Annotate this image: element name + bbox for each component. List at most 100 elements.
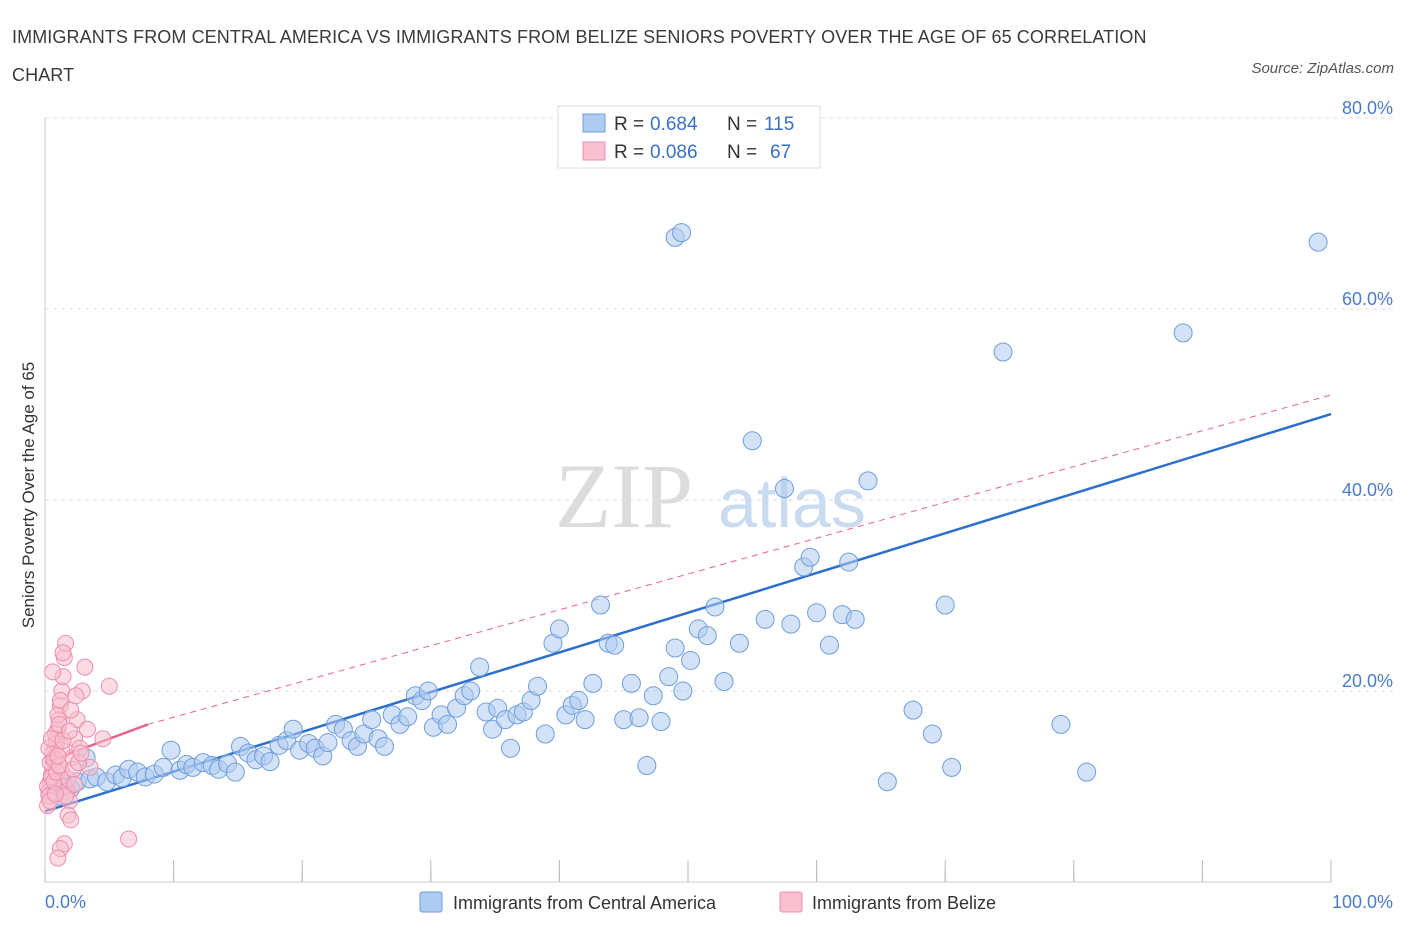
point-central-america (575, 710, 595, 730)
y-tick-label-40: 40.0% (1342, 480, 1393, 500)
point-central-america (1308, 232, 1328, 252)
point-central-america (605, 635, 625, 655)
y-tick-label-20: 20.0% (1342, 671, 1393, 691)
point-central-america (729, 633, 749, 653)
bottom-legend-label-belize: Immigrants from Belize (812, 893, 996, 913)
point-central-america (858, 471, 878, 491)
point-central-america (800, 547, 820, 567)
bottom-legend-swatch-central-america (419, 891, 443, 913)
point-central-america (697, 626, 717, 646)
point-central-america (922, 724, 942, 744)
point-belize (46, 785, 64, 803)
point-belize (120, 830, 138, 848)
point-central-america (398, 707, 418, 727)
legend-r-value-2: 0.086 (650, 142, 698, 163)
correlation-legend: R = 0.684 N = 115 R = 0.086 N = 67 (557, 105, 821, 169)
point-belize (100, 677, 118, 695)
point-central-america (528, 676, 548, 696)
legend-r-label-2: R = (614, 142, 644, 163)
point-central-america (807, 603, 827, 623)
chart-source: Source: ZipAtlas.com (1251, 60, 1394, 77)
point-central-america (583, 673, 603, 693)
point-belize (62, 701, 80, 719)
point-central-america (501, 738, 521, 758)
x-tick-label-max: 100.0% (1332, 892, 1393, 912)
point-central-america (1077, 762, 1097, 782)
point-central-america (845, 609, 865, 629)
point-central-america (418, 681, 438, 701)
trend-line-belize-extension (147, 394, 1332, 725)
point-central-america (665, 638, 685, 658)
series-legend: Immigrants from Central America Immigran… (419, 891, 996, 913)
point-central-america (535, 724, 555, 744)
point-central-america (1051, 714, 1071, 734)
legend-n-label-1: N = (727, 114, 757, 135)
point-belize (60, 722, 78, 740)
point-central-america (318, 733, 338, 753)
point-central-america (483, 719, 503, 739)
point-belize (44, 663, 62, 681)
legend-n-value-1: 115 (764, 114, 794, 135)
watermark: ZIP atlas (555, 445, 866, 547)
point-central-america (673, 681, 693, 701)
point-central-america (819, 635, 839, 655)
point-central-america (651, 712, 671, 732)
point-central-america (935, 595, 955, 615)
y-axis-tick-labels: 20.0% 40.0% 60.0% 80.0% (1342, 98, 1393, 691)
chart-title: IMMIGRANTS FROM CENTRAL AMERICA VS IMMIG… (12, 27, 1147, 85)
point-central-america (1173, 323, 1193, 343)
watermark-zip: ZIP (555, 445, 693, 547)
legend-swatch-blue (582, 113, 606, 133)
point-central-america (161, 740, 181, 760)
point-central-america (839, 552, 859, 572)
watermark-atlas: atlas (718, 464, 866, 542)
point-central-america (283, 719, 303, 739)
point-central-america (470, 657, 490, 677)
point-central-america (375, 736, 395, 756)
point-central-america (549, 619, 569, 639)
point-central-america (755, 609, 775, 629)
legend-r-value-1: 0.684 (650, 114, 698, 135)
point-belize (54, 644, 72, 662)
point-belize (62, 811, 80, 829)
point-central-america (591, 595, 611, 615)
point-central-america (643, 686, 663, 706)
point-central-america (461, 681, 481, 701)
legend-n-value-2: 67 (770, 142, 791, 163)
point-belize (94, 730, 112, 748)
point-belize (78, 720, 96, 738)
bottom-legend-label-central-america: Immigrants from Central America (453, 893, 717, 913)
series-central-america-points (45, 223, 1328, 806)
point-central-america (260, 752, 280, 772)
point-central-america (781, 614, 801, 634)
legend-swatch-pink (582, 141, 606, 161)
y-tick-label-60: 60.0% (1342, 289, 1393, 309)
point-belize (76, 658, 94, 676)
point-central-america (774, 479, 794, 499)
trend-line-central-america (44, 412, 1332, 813)
legend-n-label-2: N = (727, 142, 757, 163)
point-central-america (742, 431, 762, 451)
point-central-america (672, 223, 692, 243)
point-central-america (438, 714, 458, 734)
point-central-america (681, 650, 701, 670)
point-belize (66, 776, 84, 794)
point-central-america (714, 671, 734, 691)
x-tick-label-min: 0.0% (45, 892, 86, 912)
point-central-america (362, 710, 382, 730)
point-central-america (993, 342, 1013, 362)
x-axis-ticks (44, 860, 1332, 882)
series-belize-points (39, 634, 138, 867)
y-tick-label-80: 80.0% (1342, 98, 1393, 118)
point-belize (67, 687, 85, 705)
point-central-america (569, 691, 589, 711)
point-central-america (942, 757, 962, 777)
y-axis-label: Seniors Poverty Over the Age of 65 (19, 362, 38, 628)
point-central-america (903, 700, 923, 720)
point-central-america (659, 667, 679, 687)
point-central-america (637, 755, 657, 775)
point-central-america (621, 673, 641, 693)
point-central-america (153, 757, 173, 777)
point-central-america (705, 597, 725, 617)
point-belize (72, 744, 90, 762)
